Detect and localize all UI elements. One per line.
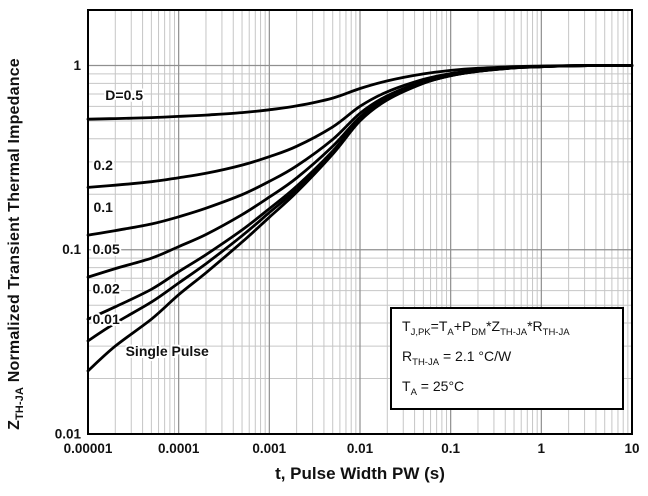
- x-tick-label: 0.001: [252, 441, 286, 456]
- plot-border: [87, 9, 633, 435]
- equation-line-ambient: TA = 25°C: [402, 378, 465, 399]
- curve-label: 0.05: [93, 241, 120, 257]
- curve-label: Single Pulse: [126, 343, 209, 359]
- curve-label: 0.2: [94, 157, 114, 173]
- curve-label: 0.1: [94, 199, 114, 215]
- equation-line-rthja: RTH-JA = 2.1 °C/W: [402, 348, 512, 368]
- curve-label: 0.01: [93, 311, 120, 327]
- curve-label: D=0.5: [105, 87, 143, 103]
- x-tick-label: 0.1: [441, 441, 460, 456]
- x-axis-label: t, Pulse Width PW (s): [275, 464, 445, 483]
- y-tick-label: 0.1: [62, 242, 81, 257]
- curve-label: 0.02: [93, 280, 120, 296]
- x-tick-label: 0.0001: [158, 441, 200, 456]
- y-tick-label: 0.01: [55, 427, 82, 442]
- x-tick-label: 1: [538, 441, 546, 456]
- equation-line-peak-temp: TJ,PK=TA+PDM*ZTH-JA*RTH-JA: [402, 318, 570, 338]
- y-tick-label: 1: [73, 58, 81, 73]
- x-tick-label: 10: [624, 441, 639, 456]
- curve-single-pulse: [86, 64, 634, 373]
- x-tick-label: 0.01: [347, 441, 374, 456]
- equation-box: TJ,PK=TA+PDM*ZTH-JA*RTH-JA RTH-JA = 2.1 …: [390, 307, 624, 410]
- y-axis-label: ZTH-JA Normalized Transient Thermal Impe…: [5, 58, 27, 430]
- x-tick-label: 0.00001: [64, 441, 113, 456]
